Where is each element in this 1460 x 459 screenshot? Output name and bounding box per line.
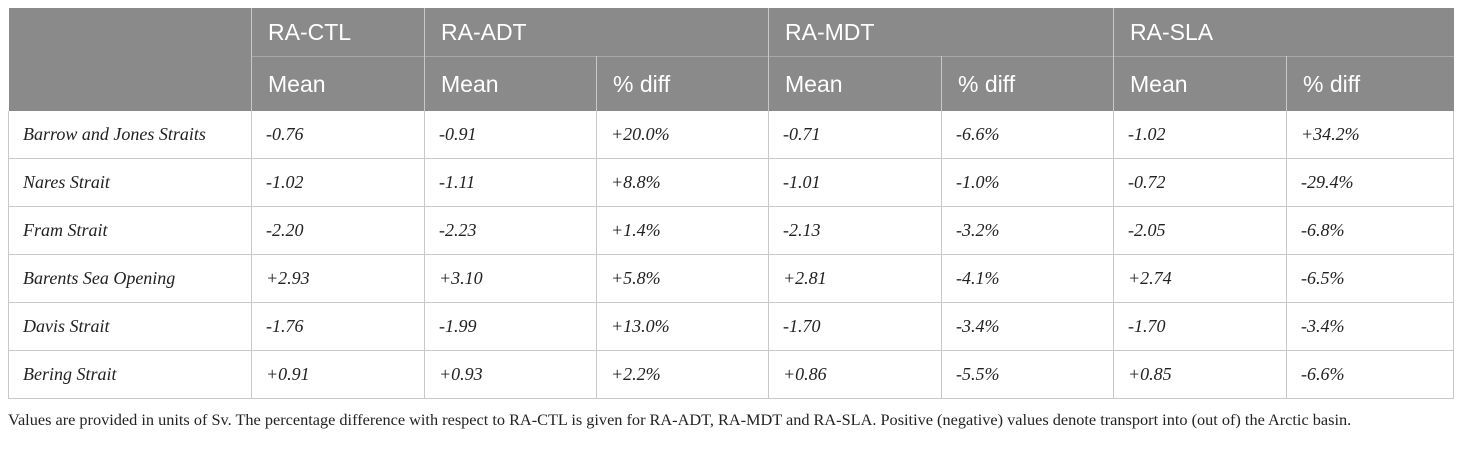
table-cell: -0.91 (424, 111, 597, 159)
table-cell: -3.2% (941, 206, 1114, 255)
table-cell: +2.74 (1113, 254, 1287, 303)
table-cell: +3.10 (424, 254, 597, 303)
table-cell: -2.13 (768, 206, 942, 255)
row-label: Fram Strait (8, 206, 252, 255)
sub-header-ra-adt-mean: Mean (424, 56, 597, 111)
group-header-ra-adt: RA-ADT (424, 8, 769, 57)
table-container: RA-CTL RA-ADT RA-MDT RA-SLA Mean Mean % … (8, 8, 1454, 432)
table-row: Barrow and Jones Straits -0.76 -0.91 +20… (8, 111, 1454, 159)
table-cell: +1.4% (596, 206, 769, 255)
table-row: Barents Sea Opening +2.93 +3.10 +5.8% +2… (8, 254, 1454, 303)
sub-header-ra-sla-mean: Mean (1113, 56, 1287, 111)
table-cell: -2.05 (1113, 206, 1287, 255)
table-cell: +2.2% (596, 350, 769, 399)
corner-header-cell (8, 8, 252, 111)
table-cell: +0.91 (251, 350, 425, 399)
table-cell: -6.6% (1286, 350, 1454, 399)
table-cell: -1.01 (768, 158, 942, 207)
table-cell: +5.8% (596, 254, 769, 303)
table-cell: -2.20 (251, 206, 425, 255)
sub-header-ra-ctl-mean: Mean (251, 56, 425, 111)
sub-header-row: Mean Mean % diff Mean % diff Mean % diff (9, 56, 1454, 111)
table-cell: +20.0% (596, 111, 769, 159)
table-caption: Values are provided in units of Sv. The … (8, 410, 1352, 429)
table-cell: +2.81 (768, 254, 942, 303)
table-cell: +34.2% (1286, 111, 1454, 159)
table-cell: +0.85 (1113, 350, 1287, 399)
table-cell: -29.4% (1286, 158, 1454, 207)
table-cell: +0.93 (424, 350, 597, 399)
table-cell: -2.23 (424, 206, 597, 255)
table-cell: -1.02 (1113, 111, 1287, 159)
table-cell: -1.99 (424, 302, 597, 351)
table-cell: -0.72 (1113, 158, 1287, 207)
table-row: Nares Strait -1.02 -1.11 +8.8% -1.01 -1.… (8, 158, 1454, 207)
table-cell: -5.5% (941, 350, 1114, 399)
row-label: Barrow and Jones Straits (8, 111, 252, 159)
table-cell: +8.8% (596, 158, 769, 207)
table-cell: -6.8% (1286, 206, 1454, 255)
table-cell: +13.0% (596, 302, 769, 351)
table-cell: -1.02 (251, 158, 425, 207)
table-cell: -1.70 (1113, 302, 1287, 351)
transport-table: RA-CTL RA-ADT RA-MDT RA-SLA Mean Mean % … (8, 8, 1454, 399)
table-row: Bering Strait +0.91 +0.93 +2.2% +0.86 -5… (8, 350, 1454, 399)
sub-header-ra-mdt-mean: Mean (768, 56, 942, 111)
group-header-ra-ctl: RA-CTL (251, 8, 425, 57)
sub-header-ra-mdt-diff: % diff (941, 56, 1114, 111)
row-label: Barents Sea Opening (8, 254, 252, 303)
table-row: Fram Strait -2.20 -2.23 +1.4% -2.13 -3.2… (8, 206, 1454, 255)
row-label: Bering Strait (8, 350, 252, 399)
table-cell: -6.5% (1286, 254, 1454, 303)
table-cell: +2.93 (251, 254, 425, 303)
table-cell: -1.70 (768, 302, 942, 351)
sub-header-ra-adt-diff: % diff (596, 56, 769, 111)
table-row: Davis Strait -1.76 -1.99 +13.0% -1.70 -3… (8, 302, 1454, 351)
table-cell: -3.4% (941, 302, 1114, 351)
table-cell: -1.0% (941, 158, 1114, 207)
sub-header-ra-sla-diff: % diff (1286, 56, 1454, 111)
group-header-row: RA-CTL RA-ADT RA-MDT RA-SLA (8, 8, 1454, 111)
table-cell: -1.11 (424, 158, 597, 207)
table-cell: -0.76 (251, 111, 425, 159)
table-cell: -3.4% (1286, 302, 1454, 351)
row-label: Davis Strait (8, 302, 252, 351)
table-cell: -1.76 (251, 302, 425, 351)
row-label: Nares Strait (8, 158, 252, 207)
group-header-ra-sla: RA-SLA (1113, 8, 1454, 57)
table-cell: -6.6% (941, 111, 1114, 159)
table-cell: -4.1% (941, 254, 1114, 303)
table-cell: -0.71 (768, 111, 942, 159)
table-cell: +0.86 (768, 350, 942, 399)
group-header-ra-mdt: RA-MDT (768, 8, 1114, 57)
